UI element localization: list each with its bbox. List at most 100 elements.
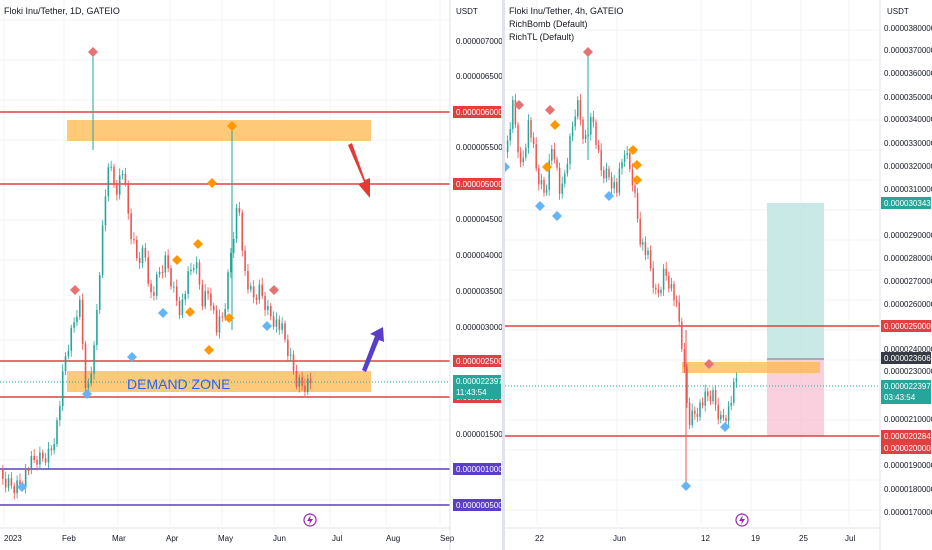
candle-4h [571,126,574,137]
candle-1d [73,322,75,328]
price-level-label-bg [453,463,501,475]
price-level-label-bg [881,442,931,454]
candle-1d [24,469,27,488]
candle-1d [47,448,50,463]
y-tick-4h: 0.0000380000 [884,24,932,33]
signal-diamond [505,162,510,172]
signal-diamond [207,178,217,188]
axis-unit-4h: USDT [887,7,909,16]
candle-4h [506,140,509,152]
candle-4h [629,153,631,170]
candle-4h [683,348,686,368]
position-target-zone[interactable] [767,203,824,359]
current-price-countdown: 03:43:54 [884,393,916,402]
indicator-richtl[interactable]: RichTL (Default) [509,32,575,42]
x-tick-1d: Feb [62,534,76,543]
lightning-icon[interactable] [303,513,317,527]
candle-4h [701,402,704,406]
candle-1d [190,269,192,272]
candle-1d [59,406,61,421]
candle-4h [517,124,519,153]
candle-4h [595,122,597,146]
candle-1d [39,452,41,465]
candle-1d [121,173,124,176]
candle-1d [284,323,286,340]
candle-1d [204,291,206,307]
candle-1d [13,485,16,494]
current-price-value: 0.0000223975 [456,377,502,386]
x-tick-1d: May [218,534,233,543]
candle-1d [87,383,90,389]
candle-1d [241,212,244,251]
candle-4h [522,157,524,163]
price-level-label: 0.0000005000 [456,501,502,510]
candle-1d [275,319,278,327]
candle-1d [101,225,104,276]
candle-1d [212,305,215,311]
candle-1d [124,173,127,184]
candle-1d [50,448,53,451]
candle-4h [623,155,626,162]
y-tick-4h: 0.0000360000 [884,69,932,78]
candle-1d [76,316,78,323]
candle-1d [232,238,235,253]
candle-1d [252,286,255,298]
candle-4h [727,406,730,422]
candle-1d [269,306,272,317]
candle-4h [714,390,717,405]
candle-1d [158,272,161,275]
current-price-tag[interactable] [453,375,501,399]
candle-1d [104,196,107,226]
x-tick-4h: 19 [751,534,760,543]
candle-1d [130,213,132,240]
candle-4h [532,137,535,145]
signal-diamond [552,211,562,221]
lightning-icon[interactable] [735,513,749,527]
chart-4h[interactable]: 0.0000250000 0.0000202849 0.0000200000 0.00… [505,0,932,550]
candle-1d [295,370,298,387]
position-entry-label-bg [881,352,931,364]
signal-diamond [632,175,642,185]
candle-4h [525,147,527,158]
y-tick-4h: 0.0000180000 [884,485,932,494]
candle-4h [696,413,699,417]
x-tick-1d: Jun [273,534,286,543]
signal-diamond [704,359,714,369]
candle-4h [608,168,610,178]
candle-4h [590,116,592,135]
price-level-label: 0.0000200000 [884,444,932,453]
candle-4h [553,149,556,160]
candle-4h [660,289,662,294]
candle-4h [603,170,605,179]
signal-diamond [204,345,214,355]
panel-divider[interactable] [502,0,505,550]
supply-zone-4h[interactable] [682,362,820,373]
candle-1d [261,284,263,296]
demand-zone-label: DEMAND ZONE [127,376,230,392]
candle-4h [717,404,719,420]
candle-4h [561,183,563,194]
candle-1d [264,295,266,311]
candle-4h [577,100,579,117]
candle-1d [61,371,64,407]
candle-4h [652,268,654,288]
candle-1d [4,478,7,488]
candle-1d [224,309,226,317]
candle-1d [298,377,301,387]
candle-4h [621,161,623,169]
candle-4h [686,367,688,403]
candle-4h [678,302,680,322]
signal-diamond [720,422,730,432]
indicator-richbomb[interactable]: RichBomb (Default) [509,19,588,29]
y-tick-4h: 0.0000320000 [884,162,932,171]
candle-1d [255,297,258,300]
candle-1d [138,258,141,264]
current-price-tag[interactable] [881,380,931,404]
supply-zone[interactable] [67,120,371,141]
candle-4h [610,177,613,189]
